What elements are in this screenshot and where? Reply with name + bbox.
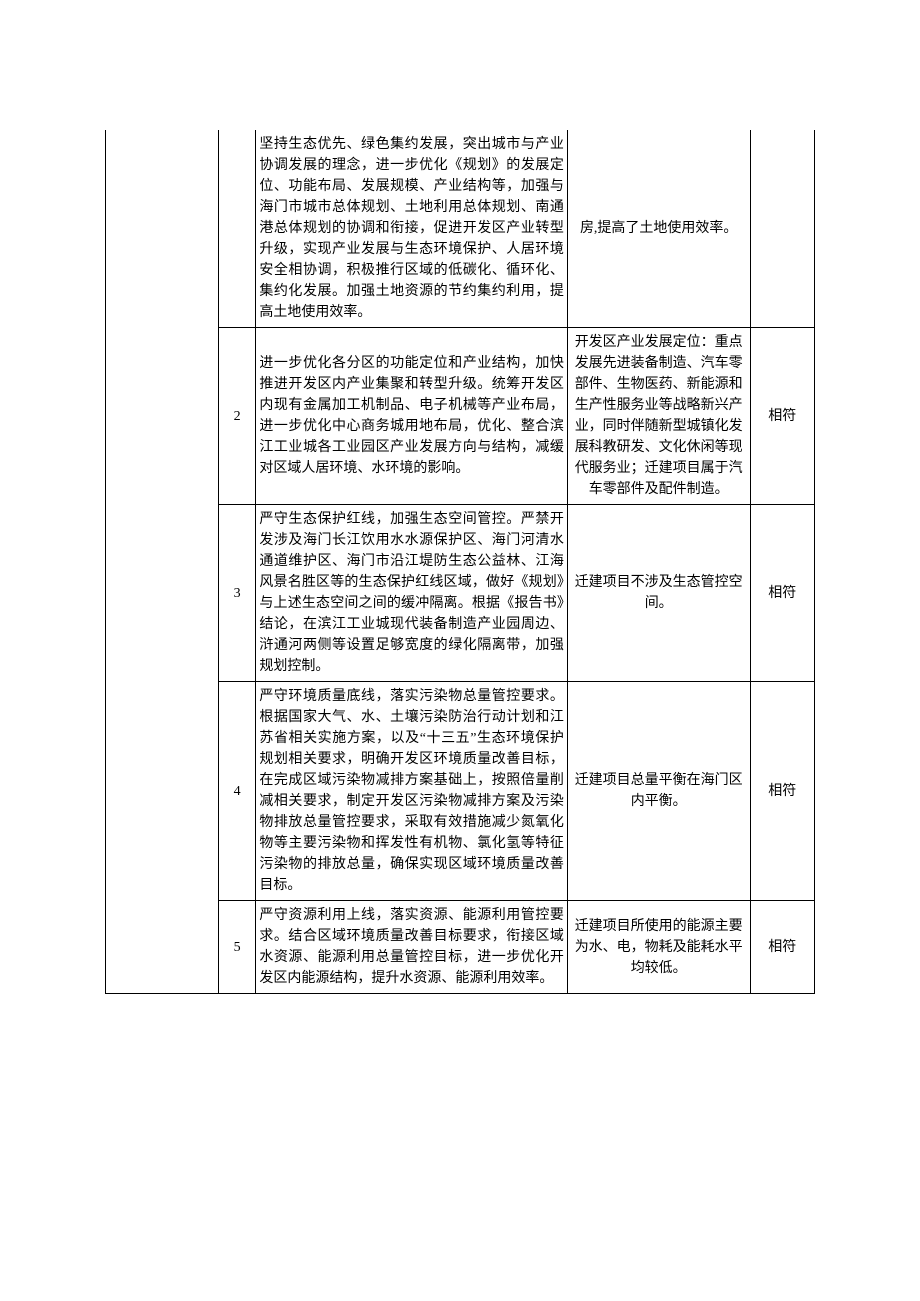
table-row: 坚持生态优先、绿色集约发展，突出城市与产业协调发展的理念，进一步优化《规划》的发…: [106, 130, 815, 328]
analysis-cell: 迁建项目不涉及生态管控空间。: [567, 505, 750, 682]
empty-cell: [106, 130, 219, 994]
row-number-cell: 4: [218, 682, 256, 901]
content-cell: 严守生态保护红线，加强生态空间管控。严禁开发涉及海门长江饮用水水源保护区、海门河…: [256, 505, 568, 682]
result-cell: 相符: [750, 328, 815, 505]
row-number-cell: 3: [218, 505, 256, 682]
content-cell: 坚持生态优先、绿色集约发展，突出城市与产业协调发展的理念，进一步优化《规划》的发…: [256, 130, 568, 328]
result-cell: [750, 130, 815, 328]
analysis-cell: 迁建项目总量平衡在海门区内平衡。: [567, 682, 750, 901]
result-cell: 相符: [750, 901, 815, 994]
result-cell: 相符: [750, 682, 815, 901]
row-number-cell: 2: [218, 328, 256, 505]
analysis-cell: 迁建项目所使用的能源主要为水、电，物耗及能耗水平均较低。: [567, 901, 750, 994]
compliance-table: 坚持生态优先、绿色集约发展，突出城市与产业协调发展的理念，进一步优化《规划》的发…: [105, 130, 815, 994]
row-number-cell: 5: [218, 901, 256, 994]
content-cell: 严守资源利用上线，落实资源、能源利用管控要求。结合区域环境质量改善目标要求，衔接…: [256, 901, 568, 994]
content-cell: 进一步优化各分区的功能定位和产业结构，加快推进开发区内产业集聚和转型升级。统筹开…: [256, 328, 568, 505]
row-number-cell: [218, 130, 256, 328]
analysis-cell: 开发区产业发展定位：重点发展先进装备制造、汽车零部件、生物医药、新能源和生产性服…: [567, 328, 750, 505]
analysis-cell: 房,提高了土地使用效率。: [567, 130, 750, 328]
content-cell: 严守环境质量底线，落实污染物总量管控要求。根据国家大气、水、土壤污染防治行动计划…: [256, 682, 568, 901]
result-cell: 相符: [750, 505, 815, 682]
